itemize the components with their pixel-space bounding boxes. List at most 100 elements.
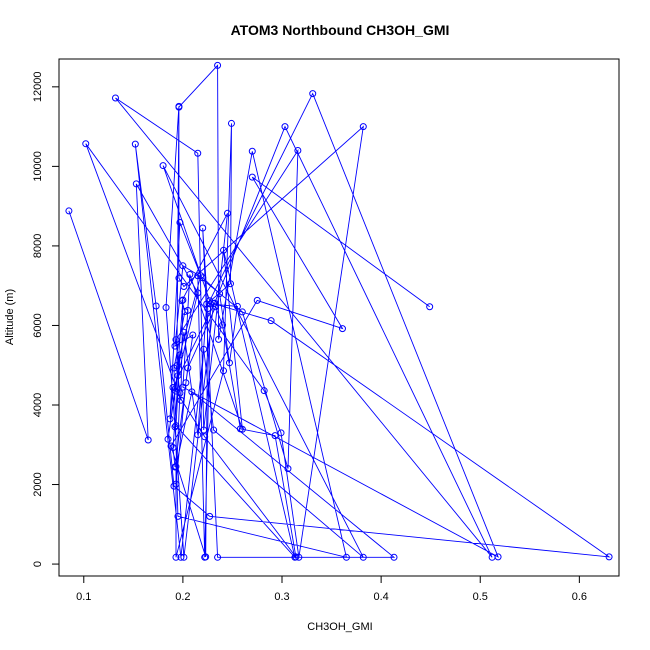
data-point bbox=[295, 553, 303, 561]
data-point bbox=[197, 272, 205, 280]
data-point bbox=[177, 396, 185, 404]
y-tick-label: 6000 bbox=[32, 313, 44, 337]
data-point bbox=[233, 302, 241, 310]
data-point bbox=[238, 308, 246, 316]
data-point bbox=[200, 426, 208, 434]
data-point bbox=[216, 290, 224, 298]
data-point bbox=[215, 335, 223, 343]
y-tick-label: 0 bbox=[32, 561, 44, 567]
plot-frame bbox=[58, 58, 620, 577]
data-point bbox=[260, 387, 268, 395]
data-point bbox=[173, 362, 181, 370]
data-point bbox=[184, 364, 192, 372]
data-point bbox=[210, 426, 218, 434]
data-point bbox=[277, 429, 285, 437]
data-point bbox=[166, 415, 174, 423]
y-tick-label: 10000 bbox=[32, 151, 44, 182]
data-point bbox=[359, 553, 367, 561]
data-point bbox=[225, 359, 233, 367]
x-axis: 0.1 0.2 0.3 0.4 0.5 0.6 bbox=[76, 576, 587, 603]
y-tick-label: 12000 bbox=[32, 72, 44, 103]
data-point bbox=[338, 325, 346, 333]
x-tick-label: 0.2 bbox=[175, 591, 190, 603]
data-point bbox=[199, 224, 207, 232]
data-point bbox=[179, 262, 187, 270]
data-point bbox=[202, 553, 210, 561]
data-point bbox=[184, 306, 192, 314]
data-point bbox=[204, 305, 212, 313]
data-point bbox=[223, 209, 231, 217]
data-point bbox=[194, 289, 202, 297]
data-point bbox=[177, 553, 185, 561]
data-point bbox=[605, 553, 613, 561]
data-point bbox=[284, 465, 292, 473]
x-tick-label: 0.4 bbox=[373, 591, 388, 603]
data-point bbox=[175, 102, 183, 110]
y-tick-label: 8000 bbox=[32, 234, 44, 258]
x-axis-label: CH3OH_GMI bbox=[307, 621, 372, 633]
data-point bbox=[219, 321, 227, 329]
data-point bbox=[426, 303, 434, 311]
data-point bbox=[206, 512, 214, 520]
data-point bbox=[167, 442, 175, 450]
data-point bbox=[162, 304, 170, 312]
data-point bbox=[180, 553, 188, 561]
data-point bbox=[194, 272, 202, 280]
data-point bbox=[189, 331, 197, 339]
data-point bbox=[179, 296, 187, 304]
data-point bbox=[171, 423, 179, 431]
data-point bbox=[248, 147, 256, 155]
data-point bbox=[294, 146, 302, 154]
data-point bbox=[342, 553, 350, 561]
data-point bbox=[194, 149, 202, 157]
data-point bbox=[359, 123, 367, 131]
data-point bbox=[214, 61, 222, 69]
data-point bbox=[390, 553, 398, 561]
data-point bbox=[174, 512, 182, 520]
data-point bbox=[238, 425, 246, 433]
data-point bbox=[201, 433, 209, 441]
chart-title: ATOM3 Northbound CH3OH_GMI bbox=[231, 22, 450, 38]
data-point bbox=[176, 389, 184, 397]
data-point bbox=[175, 274, 183, 282]
data-point bbox=[200, 345, 208, 353]
data-point bbox=[309, 90, 317, 98]
data-point bbox=[171, 342, 179, 350]
data-point bbox=[65, 207, 73, 215]
data-point bbox=[226, 280, 234, 288]
data-point bbox=[194, 431, 202, 439]
data-point bbox=[172, 463, 180, 471]
data-point bbox=[169, 383, 177, 391]
data-point bbox=[82, 140, 90, 148]
data-point bbox=[111, 94, 119, 102]
data-point bbox=[176, 351, 184, 359]
data-point bbox=[144, 436, 152, 444]
data-points bbox=[65, 61, 613, 561]
data-point bbox=[132, 180, 140, 188]
data-point bbox=[220, 367, 228, 375]
data-point bbox=[172, 553, 180, 561]
data-point bbox=[186, 271, 194, 279]
data-point bbox=[164, 435, 172, 443]
data-point bbox=[253, 296, 261, 304]
data-point bbox=[152, 302, 160, 310]
data-point bbox=[172, 422, 180, 430]
y-tick-label: 4000 bbox=[32, 393, 44, 417]
data-point bbox=[271, 432, 279, 440]
data-point bbox=[267, 317, 275, 325]
data-point bbox=[214, 553, 222, 561]
y-axis-label: Altitude (m) bbox=[4, 289, 16, 345]
data-point bbox=[248, 173, 256, 181]
data-point bbox=[494, 553, 502, 561]
data-point bbox=[131, 140, 139, 148]
y-tick-label: 2000 bbox=[32, 472, 44, 496]
data-point bbox=[291, 553, 299, 561]
x-tick-label: 0.3 bbox=[274, 591, 289, 603]
y-axis: 0 2000 4000 6000 8000 10000 12000 bbox=[32, 72, 59, 567]
series-line bbox=[68, 64, 611, 559]
data-point bbox=[159, 162, 167, 170]
data-point bbox=[179, 383, 187, 391]
series-line-group bbox=[68, 64, 611, 559]
data-point bbox=[178, 297, 186, 305]
